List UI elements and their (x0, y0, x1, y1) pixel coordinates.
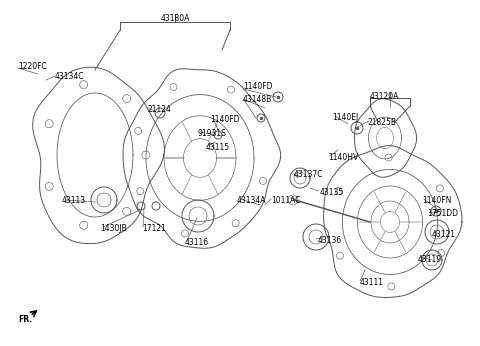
Text: 1220FC: 1220FC (18, 62, 47, 71)
Text: 43180A: 43180A (160, 14, 190, 23)
Text: 43116: 43116 (185, 238, 209, 247)
Text: 1140FD: 1140FD (243, 82, 273, 91)
Text: 1751DD: 1751DD (427, 209, 458, 218)
Text: 43115: 43115 (206, 143, 230, 152)
Text: FR.: FR. (18, 315, 32, 324)
Text: 1140EJ: 1140EJ (332, 113, 358, 122)
Text: 43148B: 43148B (243, 95, 272, 104)
Text: 21825B: 21825B (368, 118, 397, 127)
Text: 1140HV: 1140HV (328, 153, 358, 162)
Text: 43119: 43119 (418, 255, 442, 264)
Text: 21124: 21124 (148, 105, 172, 114)
Text: 43134C: 43134C (55, 72, 84, 81)
Text: 1140FN: 1140FN (422, 196, 451, 205)
Text: 43113: 43113 (62, 196, 86, 205)
Text: 1430JB: 1430JB (100, 224, 127, 233)
Text: 43136: 43136 (318, 236, 342, 245)
Text: 43111: 43111 (360, 278, 384, 287)
Text: 1140FD: 1140FD (210, 115, 240, 124)
Text: 43135: 43135 (320, 188, 344, 197)
Text: 91931S: 91931S (198, 129, 227, 138)
Text: 43121: 43121 (432, 230, 456, 239)
Text: 43120A: 43120A (370, 92, 399, 101)
Text: 17121: 17121 (142, 224, 166, 233)
Text: 1011AC: 1011AC (271, 196, 300, 205)
Text: 43134A: 43134A (237, 196, 266, 205)
Text: 43137C: 43137C (294, 170, 324, 179)
